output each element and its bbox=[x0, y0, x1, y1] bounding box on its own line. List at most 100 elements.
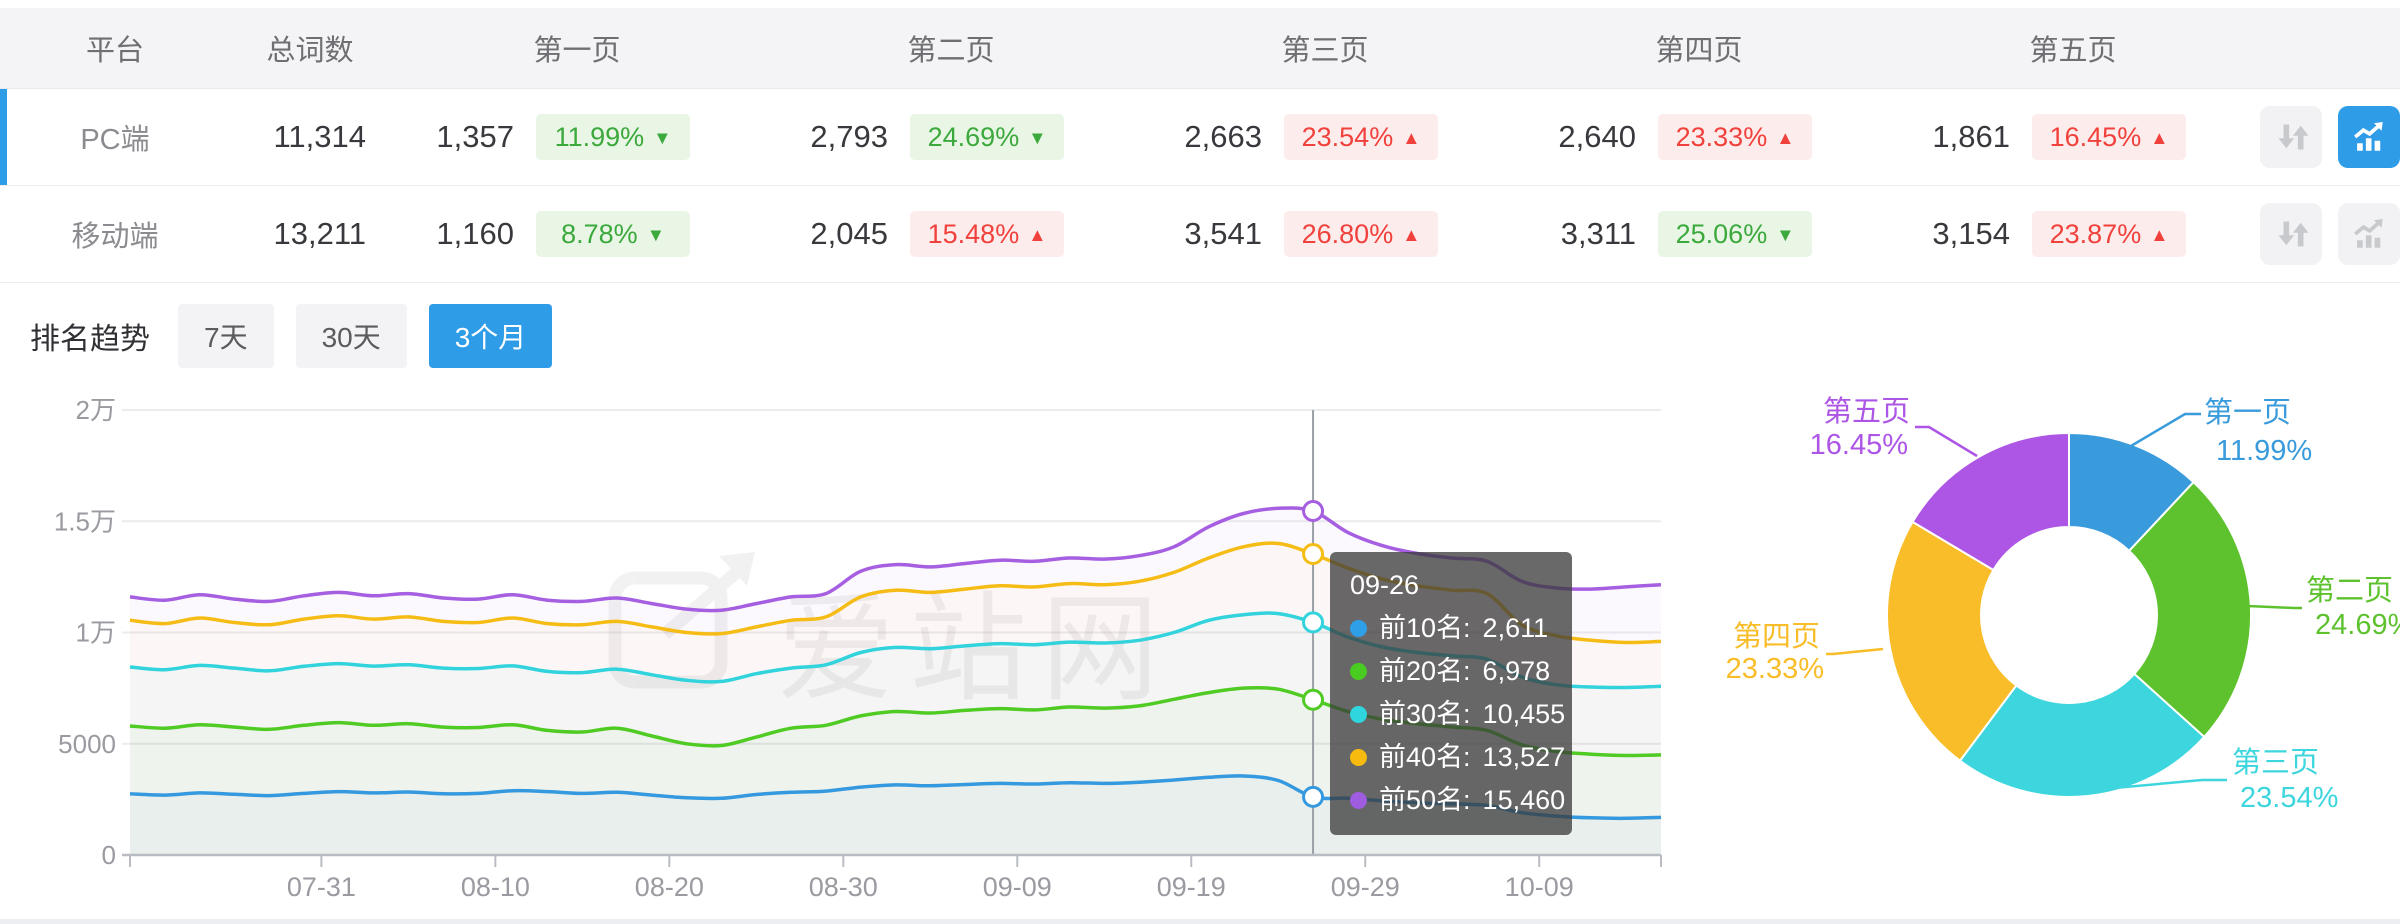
page1-count: 1,160 bbox=[436, 216, 514, 251]
page4-trend-badge: 25.06% ▼ bbox=[1658, 211, 1812, 257]
page1-cell: 1,357 11.99% ▼ bbox=[390, 114, 764, 160]
page5-count: 1,861 bbox=[1932, 119, 2010, 154]
trend-arrow-icon: ▲ bbox=[2150, 224, 2169, 245]
page2-trend-badge: 24.69% ▼ bbox=[910, 114, 1064, 160]
donut-slice-第五页[interactable] bbox=[1911, 431, 2070, 572]
platform-label: 移动端 bbox=[71, 221, 159, 253]
tooltip-label: 前50名: bbox=[1379, 785, 1471, 815]
page3-cell: 3,541 26.80% ▲ bbox=[1138, 211, 1512, 257]
x-axis-label: 09-19 bbox=[1157, 872, 1226, 902]
donut-slice-第二页[interactable] bbox=[2127, 480, 2253, 739]
page4-trend-badge: 23.33% ▲ bbox=[1658, 114, 1812, 160]
compare-sort-button[interactable] bbox=[2260, 106, 2322, 168]
total-words-value: 11,314 bbox=[273, 119, 366, 154]
x-axis-label: 09-29 bbox=[1331, 872, 1400, 902]
compare-sort-button[interactable] bbox=[2260, 203, 2322, 265]
page4-pct: 23.33% bbox=[1675, 121, 1768, 152]
y-axis-label: 0 bbox=[102, 840, 116, 870]
trend-arrow-icon: ▲ bbox=[1402, 224, 1421, 245]
donut-label-pct-第五页: 16.45% bbox=[1810, 429, 1908, 461]
trend-arrow-icon: ▲ bbox=[2150, 127, 2169, 148]
trend-arrow-icon: ▲ bbox=[1776, 127, 1795, 148]
page1-cell: 1,160 8.78% ▼ bbox=[390, 211, 764, 257]
y-axis-label: 5000 bbox=[58, 729, 116, 759]
y-axis-label: 1万 bbox=[76, 618, 116, 648]
y-axis-label: 1.5万 bbox=[54, 506, 116, 536]
page5-count: 3,154 bbox=[1932, 216, 2010, 251]
tooltip-value: 6,978 bbox=[1482, 656, 1551, 686]
col-page-4: 第四页 bbox=[1655, 35, 1743, 67]
page2-cell: 2,045 15.48% ▲ bbox=[764, 211, 1138, 257]
page2-count: 2,045 bbox=[810, 216, 888, 251]
tab-3-months[interactable]: 3个月 bbox=[428, 304, 553, 368]
trend-arrow-icon: ▲ bbox=[1402, 127, 1421, 148]
trend-arrow-icon: ▼ bbox=[653, 127, 672, 148]
trend-arrow-icon: ▲ bbox=[1028, 224, 1047, 245]
page4-count: 2,640 bbox=[1558, 119, 1636, 154]
x-axis-label: 07-31 bbox=[287, 872, 356, 902]
donut-label-line-第二页 bbox=[2247, 604, 2302, 610]
page5-cell: 3,154 23.87% ▲ bbox=[1886, 211, 2260, 257]
col-total-words: 总词数 bbox=[266, 35, 354, 67]
col-page-1: 第一页 bbox=[533, 35, 621, 67]
table-row-pc[interactable]: PC端 11,314 1,357 11.99% ▼ 2,793 24.69% ▼… bbox=[0, 89, 2400, 186]
donut-label-pct-第一页: 11.99% bbox=[2216, 435, 2312, 467]
tooltip-label: 前30名: bbox=[1379, 699, 1471, 729]
col-page-2: 第二页 bbox=[907, 35, 995, 67]
series-dot-top40 bbox=[1350, 748, 1367, 766]
tooltip-label: 前40名: bbox=[1379, 742, 1471, 772]
page4-count: 3,311 bbox=[1560, 216, 1636, 251]
page1-pct: 8.78% bbox=[561, 218, 638, 249]
page5-trend-badge: 23.87% ▲ bbox=[2032, 211, 2186, 257]
total-words-value: 13,211 bbox=[273, 216, 366, 251]
page3-pct: 23.54% bbox=[1301, 121, 1394, 152]
tooltip-item: 前40名: 13,527 bbox=[1350, 737, 1565, 777]
page2-trend-badge: 15.48% ▲ bbox=[910, 211, 1064, 257]
y-axis-label: 2万 bbox=[76, 395, 116, 425]
page3-trend-badge: 26.80% ▲ bbox=[1284, 211, 1438, 257]
trend-arrow-icon: ▼ bbox=[646, 224, 665, 245]
trend-chart-button[interactable] bbox=[2338, 106, 2400, 168]
col-platform: 平台 bbox=[85, 35, 144, 67]
highlight-marker-前40名 bbox=[1302, 543, 1325, 566]
trend-toolbar: 排名趋势 7天 30天 3个月 bbox=[0, 300, 553, 372]
table-row-mobile[interactable]: 移动端 13,211 1,160 8.78% ▼ 2,045 15.48% ▲ … bbox=[0, 186, 2400, 283]
sort-arrows-icon bbox=[2278, 221, 2309, 247]
tooltip-item: 前20名: 6,978 bbox=[1350, 651, 1552, 691]
page5-pct: 16.45% bbox=[2049, 121, 2142, 152]
highlight-marker-前50名 bbox=[1302, 500, 1325, 523]
trend-chart-icon bbox=[2354, 219, 2383, 248]
row-actions bbox=[2260, 106, 2400, 168]
x-axis-label: 10-09 bbox=[1505, 872, 1574, 902]
tooltip-label: 前10名: bbox=[1379, 613, 1471, 643]
highlight-marker-前30名 bbox=[1302, 611, 1325, 634]
tooltip-item: 前50名: 15,460 bbox=[1350, 780, 1565, 820]
trend-chart-icon bbox=[2354, 122, 2383, 151]
trend-arrow-icon: ▼ bbox=[1028, 127, 1047, 148]
page1-count: 1,357 bbox=[436, 119, 514, 154]
tab-7-days[interactable]: 7天 bbox=[178, 304, 274, 368]
donut-slice-第三页[interactable] bbox=[1958, 672, 2206, 798]
page2-pct: 15.48% bbox=[927, 218, 1020, 249]
tab-30-days[interactable]: 30天 bbox=[295, 304, 407, 368]
x-axis-label: 09-09 bbox=[983, 872, 1052, 902]
tooltip-value: 2,611 bbox=[1482, 613, 1549, 643]
trend-arrow-icon: ▼ bbox=[1776, 224, 1795, 245]
page2-count: 2,793 bbox=[810, 119, 888, 154]
donut-label-line-第一页 bbox=[2130, 412, 2201, 448]
watermark: 爱站网 bbox=[608, 552, 1159, 716]
trend-chart-button[interactable] bbox=[2338, 203, 2400, 265]
donut-slice-第四页[interactable] bbox=[1886, 520, 2018, 763]
page2-pct: 24.69% bbox=[927, 121, 1020, 152]
series-dot-top10 bbox=[1350, 619, 1367, 637]
page1-trend-badge: 11.99% ▼ bbox=[536, 114, 690, 160]
donut-label-name-第四页: 第四页 bbox=[1733, 620, 1820, 653]
tooltip-value: 13,527 bbox=[1482, 742, 1566, 772]
page-bottom-edge bbox=[0, 919, 2400, 924]
col-page-3: 第三页 bbox=[1281, 35, 1369, 67]
page5-cell: 1,861 16.45% ▲ bbox=[1886, 114, 2260, 160]
page5-trend-badge: 16.45% ▲ bbox=[2032, 114, 2186, 160]
col-page-5: 第五页 bbox=[2029, 35, 2117, 67]
